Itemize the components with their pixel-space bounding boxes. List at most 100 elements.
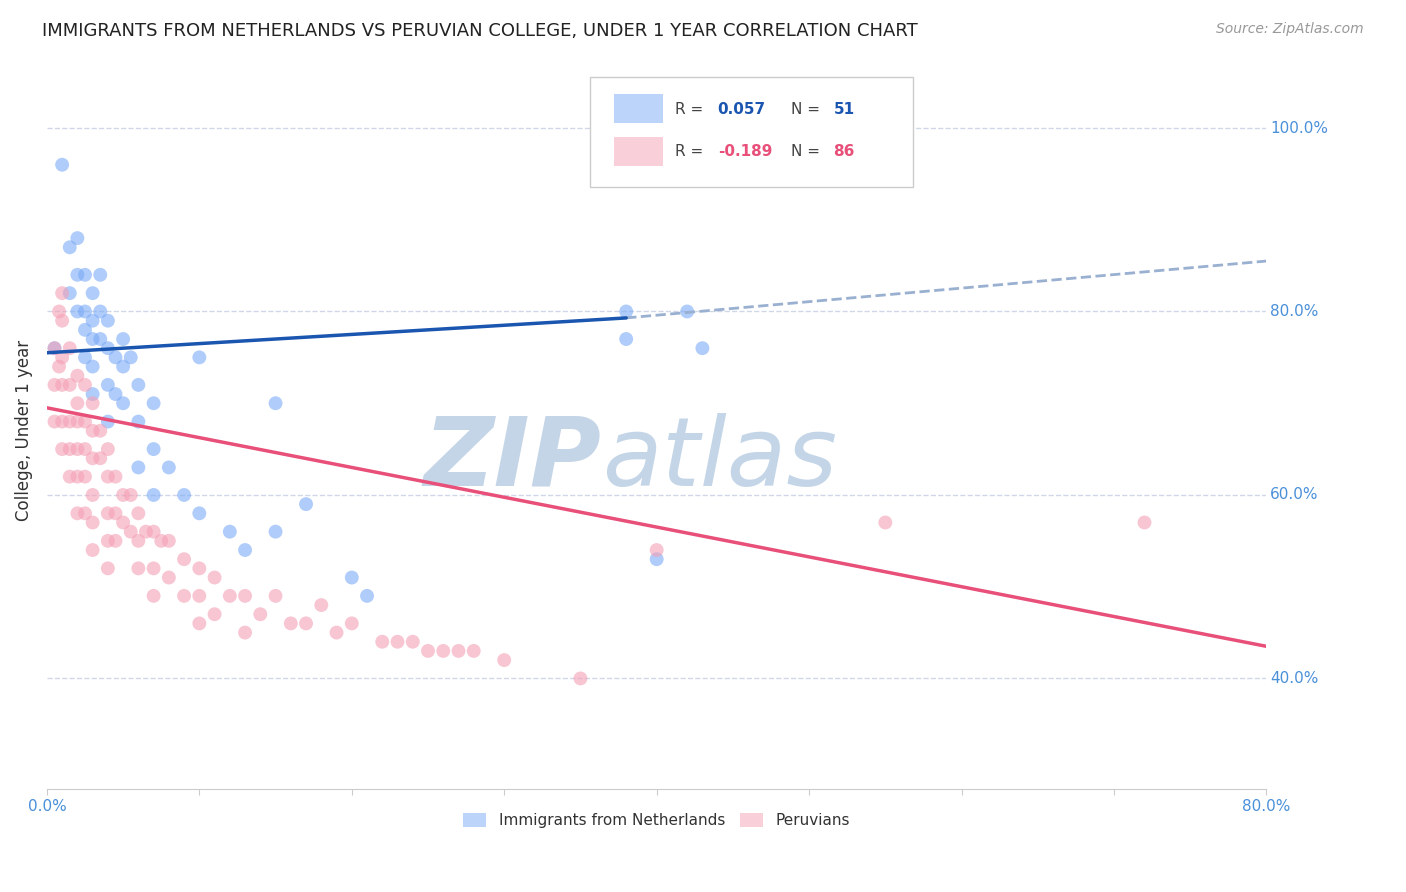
Point xyxy=(97,506,120,520)
Point xyxy=(127,377,149,392)
Point xyxy=(157,460,180,475)
Point xyxy=(89,451,111,466)
Point xyxy=(82,332,104,346)
Point xyxy=(112,396,135,410)
Legend: Immigrants from Netherlands, Peruvians: Immigrants from Netherlands, Peruvians xyxy=(457,807,856,835)
Point xyxy=(44,415,66,429)
Point xyxy=(66,268,89,282)
Point xyxy=(112,516,135,530)
Point xyxy=(692,341,714,355)
Point xyxy=(89,268,111,282)
Point xyxy=(59,377,82,392)
Point xyxy=(51,415,73,429)
Point xyxy=(104,469,127,483)
Point xyxy=(97,561,120,575)
Point xyxy=(59,286,82,301)
Point xyxy=(112,488,135,502)
Point xyxy=(173,488,195,502)
Point xyxy=(295,497,318,511)
Point xyxy=(676,304,699,318)
Point xyxy=(569,672,592,686)
Point xyxy=(157,570,180,584)
Point xyxy=(188,561,211,575)
Point xyxy=(51,158,73,172)
Point xyxy=(73,351,96,365)
Point xyxy=(48,304,70,318)
Point xyxy=(66,442,89,456)
Point xyxy=(264,396,287,410)
Point xyxy=(416,644,439,658)
Point xyxy=(66,415,89,429)
Point xyxy=(340,616,363,631)
Point xyxy=(66,231,89,245)
Point xyxy=(59,240,82,254)
Point xyxy=(325,625,347,640)
Point xyxy=(614,332,637,346)
Point xyxy=(48,359,70,374)
Point xyxy=(66,368,89,383)
Point xyxy=(59,415,82,429)
Point xyxy=(51,313,73,327)
Point xyxy=(82,488,104,502)
Point xyxy=(150,533,173,548)
Point xyxy=(142,488,165,502)
Point xyxy=(97,377,120,392)
Text: 51: 51 xyxy=(834,102,855,117)
Point xyxy=(59,469,82,483)
Point xyxy=(127,533,149,548)
Point xyxy=(51,442,73,456)
Point xyxy=(44,341,66,355)
Point xyxy=(73,469,96,483)
Point xyxy=(73,323,96,337)
Point xyxy=(614,304,637,318)
Point xyxy=(204,607,226,622)
Point xyxy=(447,644,470,658)
FancyBboxPatch shape xyxy=(614,137,662,166)
Point xyxy=(188,351,211,365)
Text: 60.0%: 60.0% xyxy=(1270,487,1319,502)
Point xyxy=(249,607,271,622)
Point xyxy=(142,396,165,410)
Point xyxy=(73,377,96,392)
FancyBboxPatch shape xyxy=(589,77,912,187)
Point xyxy=(51,286,73,301)
Point xyxy=(311,598,333,612)
Point xyxy=(188,616,211,631)
Point xyxy=(233,625,256,640)
Point xyxy=(73,304,96,318)
Text: N =: N = xyxy=(790,145,820,159)
Point xyxy=(645,552,668,566)
Point xyxy=(218,589,240,603)
Point xyxy=(66,469,89,483)
Point xyxy=(173,552,195,566)
Point xyxy=(82,313,104,327)
Text: -0.189: -0.189 xyxy=(717,145,772,159)
Text: 0.057: 0.057 xyxy=(717,102,766,117)
Point xyxy=(104,533,127,548)
Point xyxy=(402,634,425,648)
Point xyxy=(371,634,394,648)
Point xyxy=(340,570,363,584)
Point xyxy=(82,387,104,401)
Point xyxy=(173,589,195,603)
Point xyxy=(120,524,142,539)
Point xyxy=(356,589,378,603)
Text: 40.0%: 40.0% xyxy=(1270,671,1319,686)
Point xyxy=(432,644,454,658)
Point xyxy=(82,286,104,301)
Point xyxy=(127,561,149,575)
Text: R =: R = xyxy=(675,102,703,117)
Point xyxy=(82,516,104,530)
Point xyxy=(142,589,165,603)
Point xyxy=(135,524,157,539)
Text: R =: R = xyxy=(675,145,703,159)
Point xyxy=(73,415,96,429)
Point xyxy=(66,304,89,318)
Point xyxy=(89,332,111,346)
Point xyxy=(112,359,135,374)
Point xyxy=(97,341,120,355)
Text: 80.0%: 80.0% xyxy=(1270,304,1319,319)
Point xyxy=(73,506,96,520)
Point xyxy=(82,424,104,438)
Point xyxy=(73,268,96,282)
